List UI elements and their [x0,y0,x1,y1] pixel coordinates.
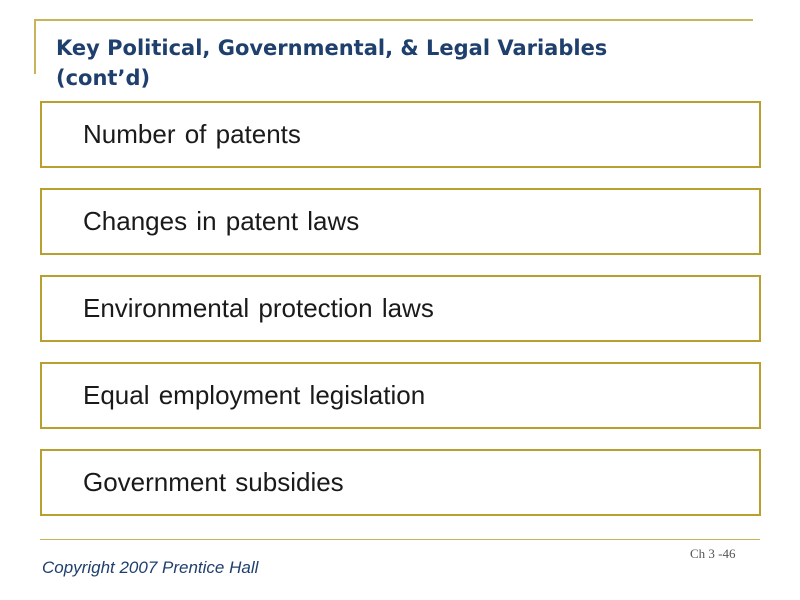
list-item-equal-employment-legislation: Equal employment legislation [40,362,761,429]
list-item-label: Number of patents [83,119,301,149]
list-item-environmental-protection-laws: Environmental protection laws [40,275,761,342]
list-item-label: Equal employment legislation [83,380,426,410]
top-decorative-rule [34,19,753,21]
footer-rule [40,539,760,540]
left-decorative-rule [34,19,36,74]
slide-title: Key Political, Governmental, & Legal Var… [56,33,746,93]
variables-list: Number of patents Changes in patent laws… [40,101,761,536]
list-item-number-of-patents: Number of patents [40,101,761,168]
copyright-text: Copyright 2007 Prentice Hall [42,558,259,577]
slide-title-line-1: Key Political, Governmental, & Legal Var… [56,36,608,60]
list-item-label: Environmental protection laws [83,293,434,323]
list-item-label: Government subsidies [83,467,344,497]
list-item-government-subsidies: Government subsidies [40,449,761,516]
page-number: Ch 3 -46 [690,546,736,561]
list-item-changes-in-patent-laws: Changes in patent laws [40,188,761,255]
list-item-label: Changes in patent laws [83,206,360,236]
slide-title-line-2: (cont’d) [56,66,151,90]
